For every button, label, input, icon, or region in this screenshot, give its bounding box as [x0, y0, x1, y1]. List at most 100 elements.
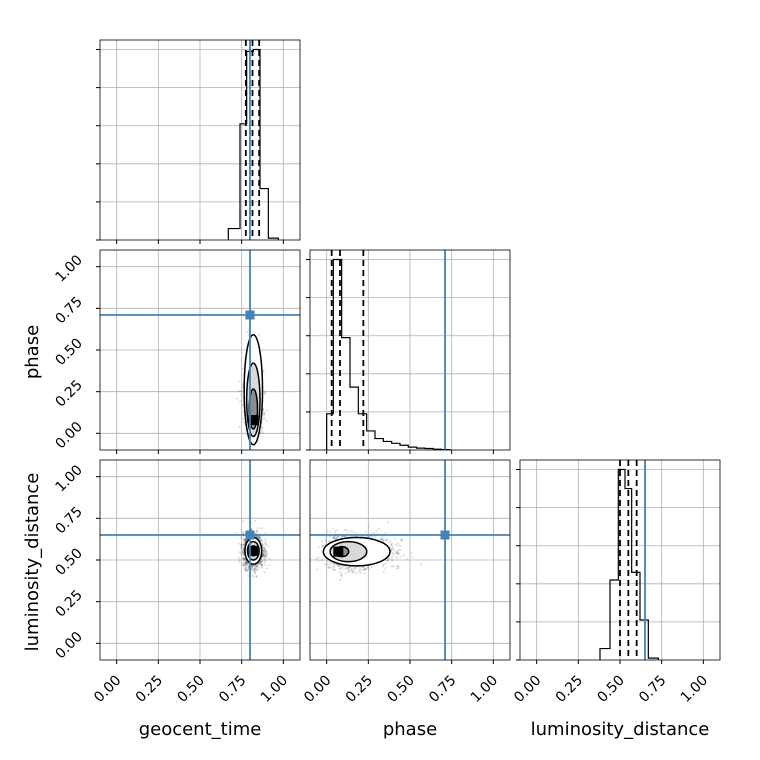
- hist-bar: [375, 439, 383, 450]
- sample-point: [245, 560, 248, 564]
- density-peak: [248, 415, 259, 425]
- sample-point: [352, 571, 355, 574]
- sample-point: [384, 567, 387, 570]
- sample-point: [347, 570, 351, 573]
- sample-point: [320, 558, 324, 562]
- sample-point: [235, 397, 238, 400]
- panel-luminosity_distance-geocent_time: [96, 459, 301, 664]
- sample-point: [260, 429, 264, 433]
- xtick-label-geocent_time: 0.25: [133, 672, 166, 705]
- sample-point: [358, 566, 361, 569]
- sample-point: [255, 567, 258, 570]
- sample-point: [242, 544, 246, 547]
- sample-point: [263, 393, 267, 396]
- sample-point: [250, 566, 253, 569]
- sample-point: [239, 399, 242, 403]
- sample-point: [320, 540, 324, 543]
- sample-point: [264, 547, 267, 551]
- sample-point: [381, 563, 384, 566]
- sample-point: [263, 570, 266, 574]
- sample-point: [333, 563, 336, 566]
- sample-point: [366, 535, 369, 538]
- sample-point: [395, 567, 398, 570]
- sample-point: [262, 390, 266, 393]
- sample-point: [388, 541, 391, 544]
- sample-point: [332, 536, 336, 539]
- sample-point: [264, 542, 267, 545]
- xtick-label-luminosity_distance: 1.00: [678, 672, 711, 705]
- sample-point: [259, 561, 262, 564]
- sample-point: [382, 538, 385, 541]
- ytick-label-luminosity_distance: 0.25: [52, 587, 85, 620]
- sample-point: [342, 568, 346, 571]
- sample-point: [245, 569, 248, 572]
- sample-point: [332, 562, 335, 565]
- sample-point: [391, 554, 394, 557]
- sample-point: [333, 537, 336, 540]
- sample-point: [347, 569, 350, 573]
- sample-point: [338, 567, 341, 570]
- sample-point: [390, 549, 393, 552]
- sample-point: [330, 563, 333, 566]
- sample-point: [347, 568, 351, 571]
- sample-point: [260, 563, 263, 566]
- sample-point: [353, 567, 356, 571]
- xtick-label-luminosity_distance: 0.50: [594, 672, 627, 705]
- sample-point: [338, 571, 341, 574]
- sample-point: [259, 539, 262, 542]
- sample-point: [263, 417, 266, 420]
- sample-point: [335, 537, 338, 540]
- sample-point: [250, 565, 253, 569]
- sample-point: [244, 569, 248, 572]
- sample-point: [325, 535, 328, 538]
- sample-point: [254, 565, 257, 568]
- sample-point: [361, 568, 364, 571]
- sample-point: [386, 559, 389, 562]
- sample-point: [347, 566, 350, 569]
- sample-point: [259, 536, 262, 539]
- sample-point: [332, 568, 336, 571]
- sample-point: [332, 536, 335, 539]
- sample-point: [264, 549, 267, 552]
- sample-point: [258, 562, 261, 565]
- hist-bar: [260, 189, 268, 240]
- xtick-label-luminosity_distance: 0.00: [511, 672, 544, 705]
- sample-point: [240, 550, 244, 553]
- sample-point: [367, 568, 370, 571]
- sample-point: [390, 548, 393, 551]
- sample-point: [241, 417, 244, 420]
- sample-point: [261, 426, 264, 429]
- sample-point: [397, 544, 400, 547]
- ytick-label-phase: 0.25: [52, 377, 85, 410]
- sample-point: [396, 553, 400, 556]
- sample-point: [384, 562, 387, 565]
- ytick-label-phase: 0.75: [52, 294, 85, 327]
- sample-point: [264, 551, 267, 554]
- sample-point: [262, 552, 265, 555]
- sample-point: [268, 558, 271, 561]
- xtick-label-luminosity_distance: 0.75: [636, 672, 669, 705]
- sample-point: [241, 403, 244, 407]
- sample-point: [341, 566, 344, 569]
- sample-point: [242, 558, 246, 561]
- sample-point: [389, 539, 392, 542]
- sample-point: [316, 568, 319, 571]
- sample-point: [328, 540, 331, 543]
- xtick-label-geocent_time: 0.50: [174, 672, 207, 705]
- sample-point: [386, 539, 389, 542]
- sample-point: [263, 557, 266, 560]
- ylabel-phase: phase: [22, 325, 43, 379]
- sample-point: [245, 563, 248, 566]
- sample-point: [267, 544, 270, 547]
- sample-point: [243, 538, 246, 541]
- sample-point: [264, 543, 267, 546]
- sample-point: [327, 566, 330, 569]
- sample-point: [260, 565, 263, 568]
- hist-bar: [342, 338, 350, 450]
- sample-point: [247, 563, 250, 566]
- sample-point: [351, 570, 354, 573]
- panel-content: [310, 460, 510, 660]
- sample-point: [399, 555, 402, 558]
- sample-point: [253, 570, 256, 574]
- sample-point: [350, 568, 353, 571]
